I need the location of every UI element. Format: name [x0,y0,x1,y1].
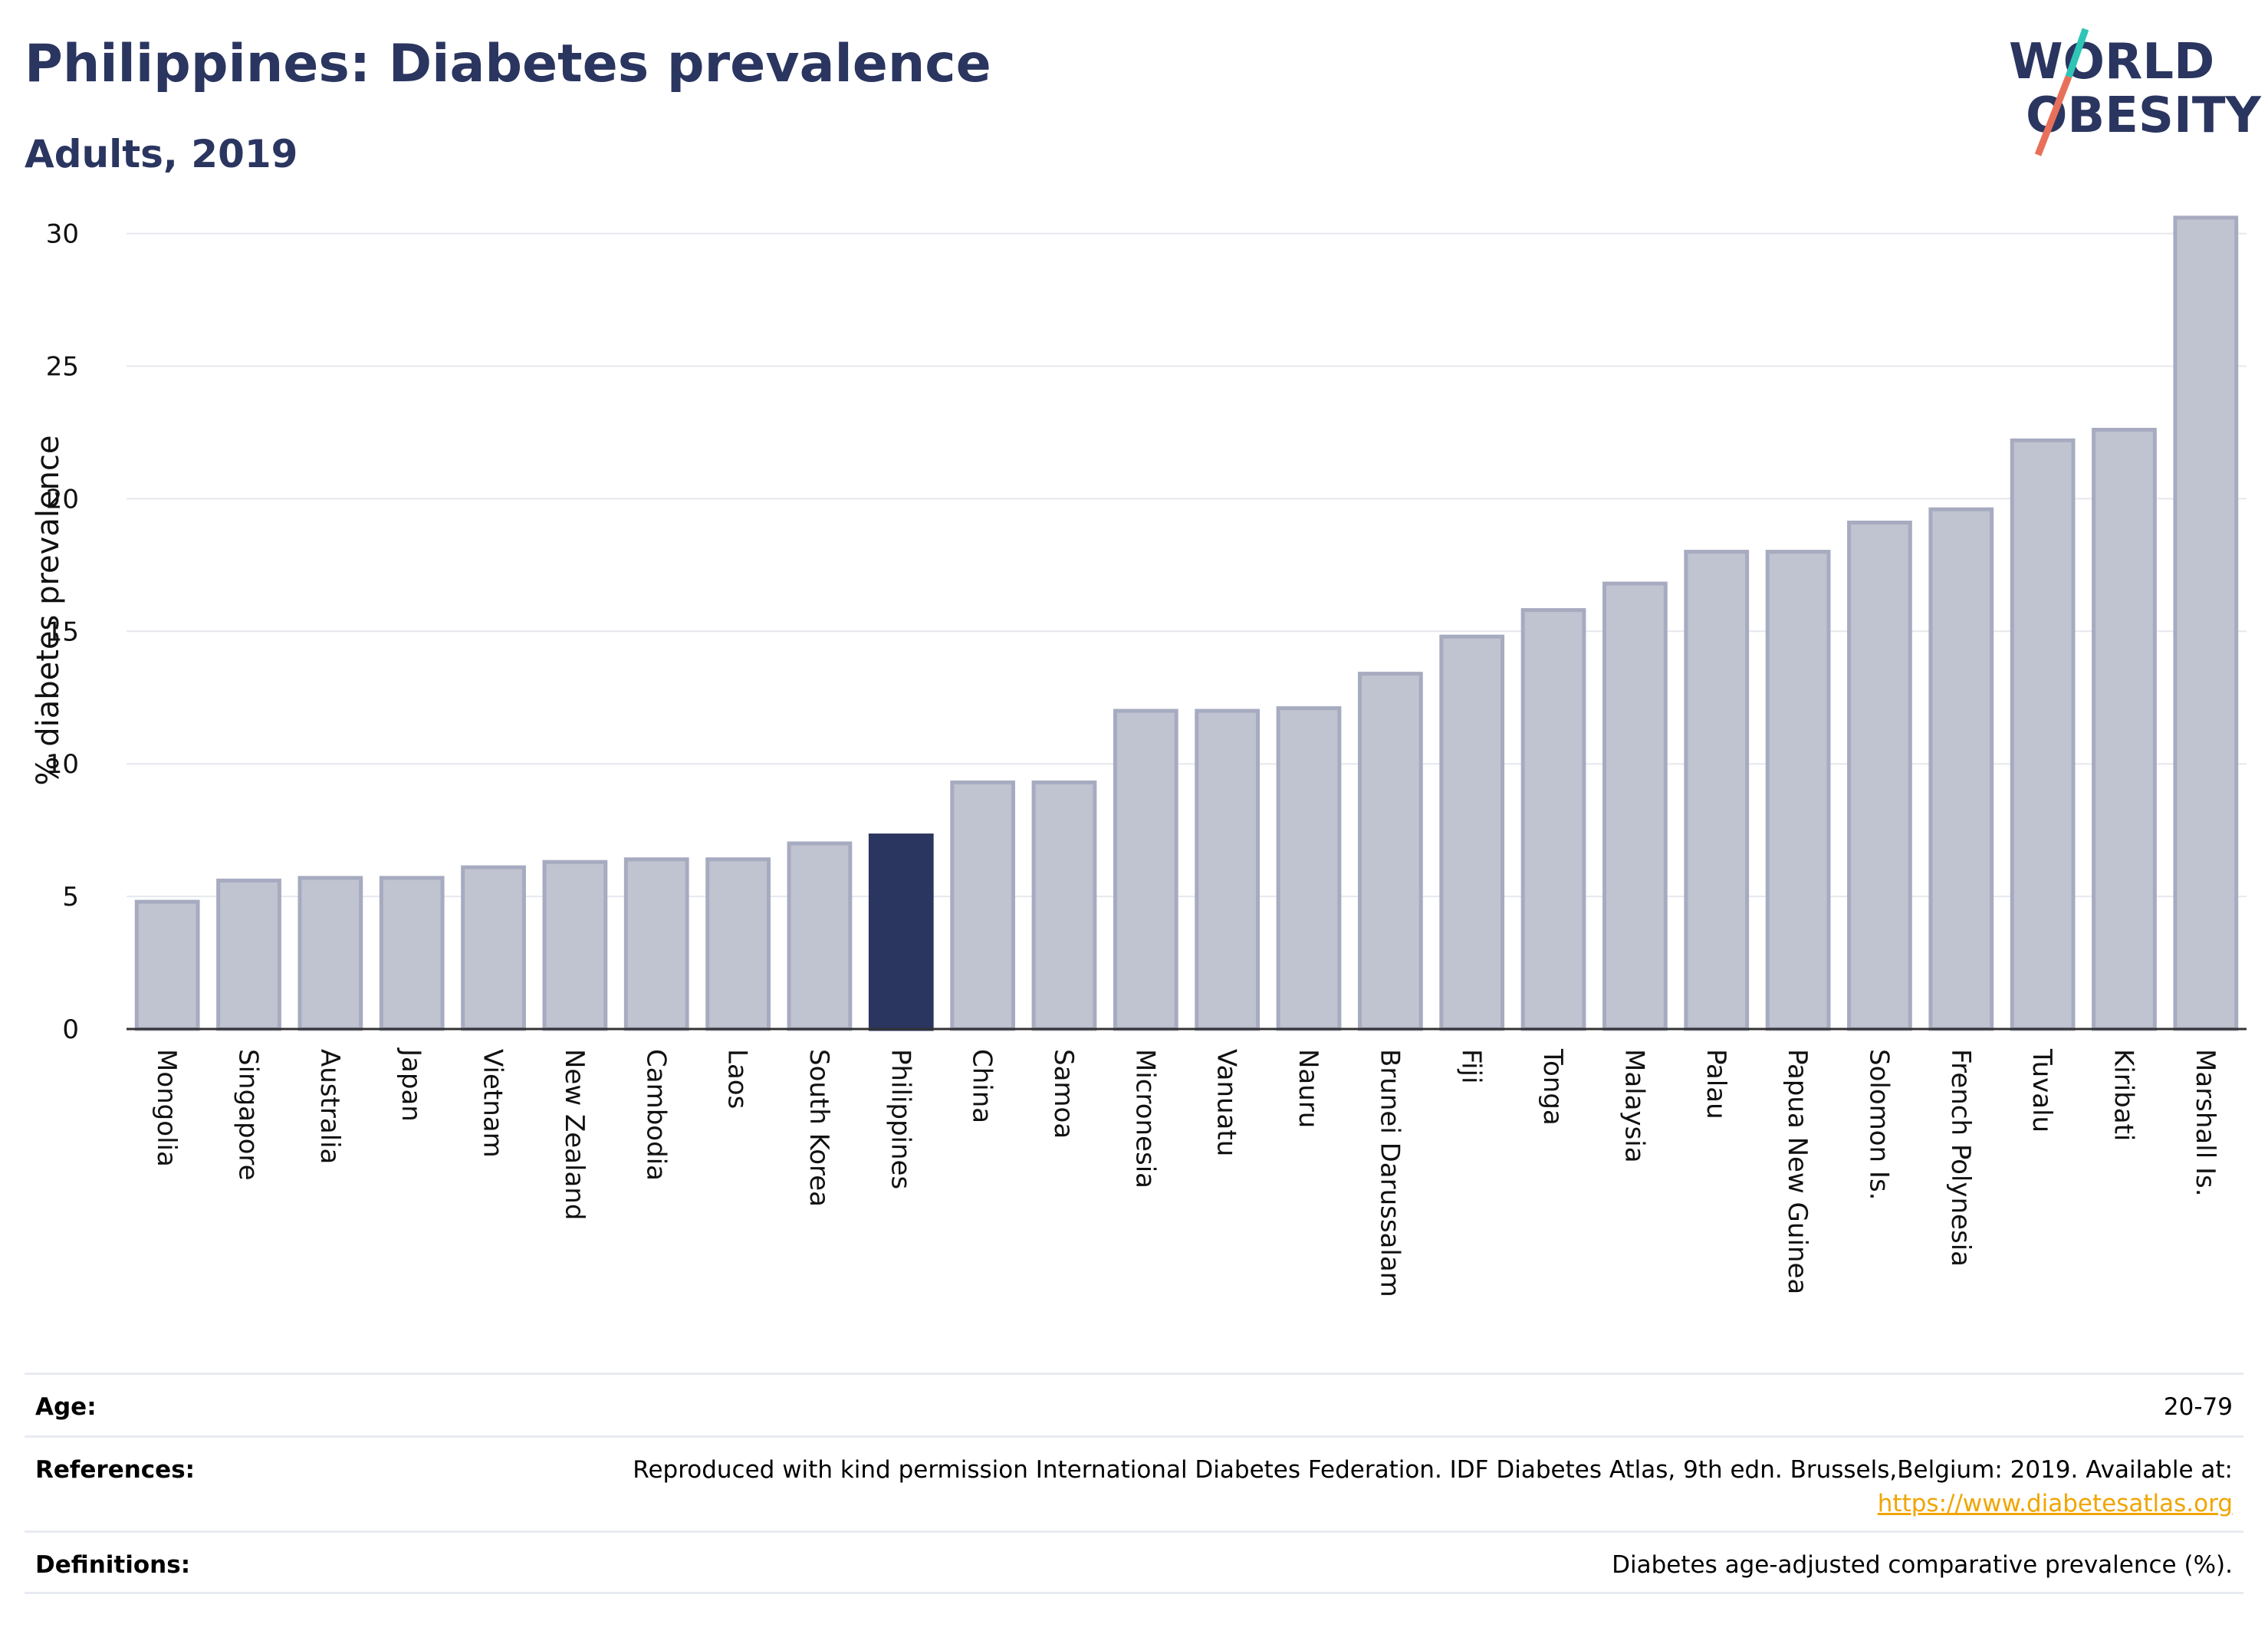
x-tick-label: Brunei Darussalam [1374,1049,1405,1297]
logo-word-obesity: OBESITY [2026,87,2261,144]
world-obesity-logo: WORLD OBESITY [2009,28,2261,156]
y-tick-label: 25 [46,351,79,382]
bar [2173,215,2239,1031]
bar [787,841,853,1031]
x-tick-label: Japan [396,1047,426,1122]
bar [1765,550,1831,1031]
bottom-divider [25,1592,2243,1594]
x-tick-label: French Polynesia [1945,1049,1976,1267]
y-tick-label: 0 [62,1014,79,1045]
bar [1113,709,1178,1031]
x-tick-label: Fiji [1456,1049,1487,1083]
x-tick-label: Malaysia [1619,1049,1649,1163]
bar [1276,706,1342,1031]
bar [1684,550,1750,1031]
bar [623,857,689,1031]
x-tick-label: Mongolia [151,1049,182,1167]
references-text: Reproduced with kind permission Internat… [633,1456,2233,1484]
meta-row-references: References: Reproduced with kind permiss… [25,1435,2243,1533]
page-subtitle: Adults, 2019 [25,132,298,176]
bar [950,780,1016,1031]
bar [1031,780,1097,1031]
y-tick-label: 20 [46,484,79,515]
bar [134,899,200,1031]
y-axis-title: % diabetes prevalence [31,435,66,785]
meta-row-age: Age: 20-79 [25,1373,2243,1436]
x-tick-label: Kiribati [2108,1049,2138,1141]
bar [2010,438,2076,1031]
x-tick-label: Micronesia [1129,1049,1160,1189]
bar [1195,709,1261,1031]
x-tick-label: Samoa [1048,1049,1079,1139]
bar [1357,672,1423,1031]
bar [1520,608,1586,1031]
logo-word-world: WORLD [2009,34,2214,90]
bar [1602,581,1668,1031]
x-tick-label: Nauru [1293,1049,1323,1128]
age-value: 20-79 [2163,1393,2233,1421]
page-title: Philippines: Diabetes prevalence [25,34,991,94]
bar [1847,521,1912,1031]
x-tick-label: Tuvalu [2026,1048,2057,1133]
x-tick-label: Vietnam [478,1049,508,1158]
references-link[interactable]: https://www.diabetesatlas.org [1877,1490,2233,1517]
bar [461,865,526,1031]
x-tick-label: Papua New Guinea [1782,1049,1813,1294]
bar [1928,507,1994,1031]
x-tick-label: Solomon Is. [1863,1049,1894,1200]
definitions-value: Diabetes age-adjusted comparative preval… [1612,1551,2233,1579]
bar [868,833,934,1031]
logo-slash-bottom [2034,75,2072,156]
meta-row-definitions: Definitions: Diabetes age-adjusted compa… [25,1530,2243,1594]
bar-chart: 0 5 10 15 20 25 30 % diabetes prevalence Mongoli… [31,215,2247,1297]
definitions-label: Definitions: [35,1551,191,1579]
x-tick-label: Laos [722,1049,753,1109]
x-tick-label: Vanuatu [1211,1049,1242,1156]
bar [1439,634,1505,1031]
bar [2092,427,2157,1031]
x-tick-label: Tonga [1537,1048,1568,1126]
bar [297,876,363,1031]
logo-slash-top [2065,28,2089,78]
bar [542,860,608,1031]
x-tick-label: Philippines [885,1049,915,1189]
bar [379,876,445,1031]
bar [705,857,771,1031]
age-label: Age: [35,1393,97,1421]
bar [216,878,281,1031]
x-tick-label: China [967,1049,998,1123]
x-tick-label: South Korea [804,1049,834,1207]
x-tick-label: Marshall Is. [2190,1049,2220,1197]
x-tick-label: Australia [314,1049,345,1164]
y-tick-label: 15 [46,616,79,647]
references-label: References: [35,1456,196,1484]
x-tick-label: Cambodia [640,1049,671,1181]
y-tick-label: 5 [62,882,79,912]
y-tick-label: 30 [46,219,79,250]
x-tick-label: New Zealand [559,1049,590,1220]
y-tick-label: 10 [46,749,79,780]
x-tick-label: Palau [1701,1049,1731,1119]
x-tick-label: Singapore [233,1049,264,1181]
